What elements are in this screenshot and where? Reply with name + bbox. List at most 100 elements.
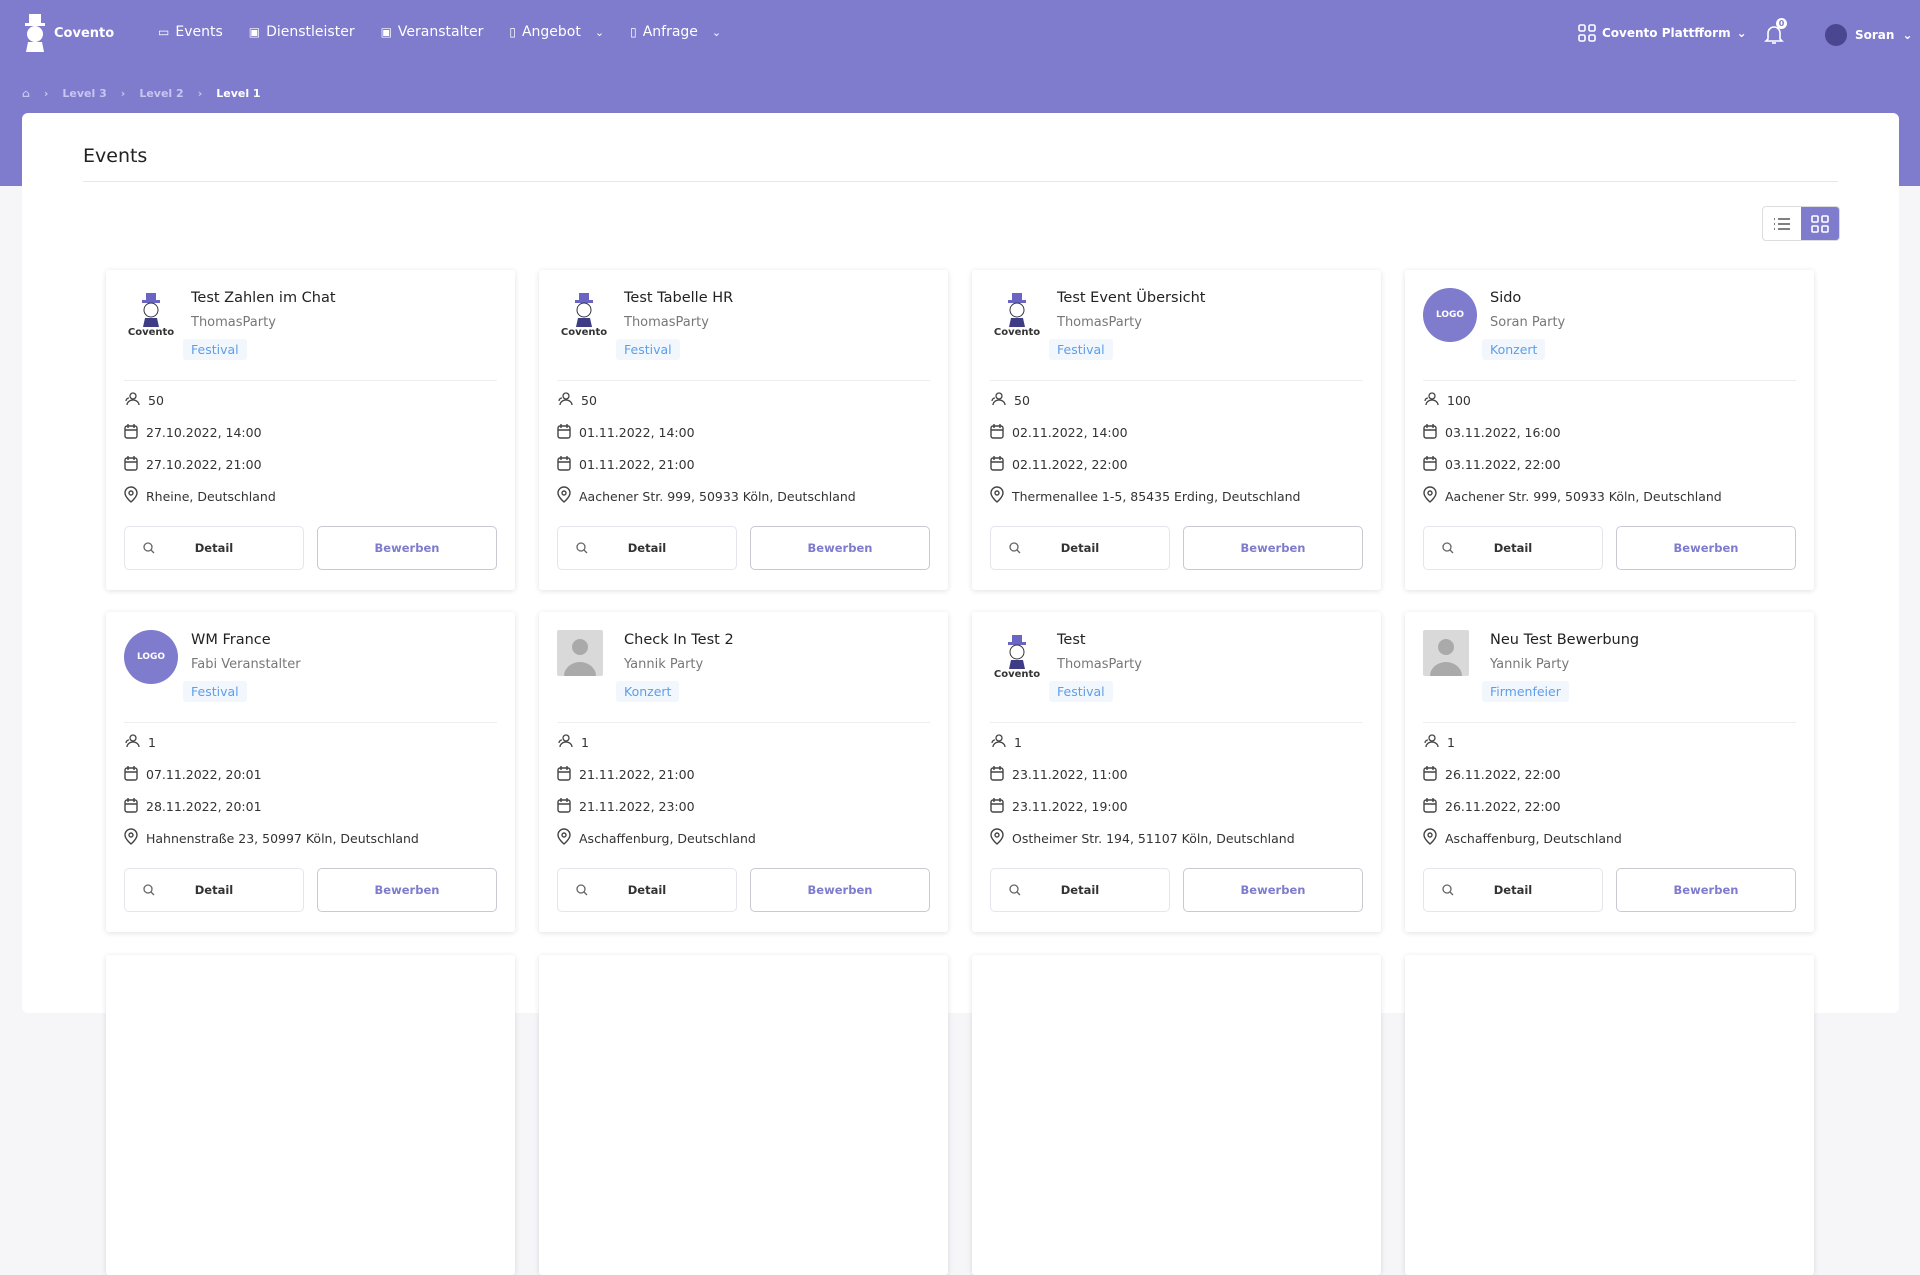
event-organizer: ThomasParty — [191, 315, 276, 330]
detail-button[interactable]: Detail — [1423, 526, 1603, 570]
event-name[interactable]: Neu Test Bewerbung — [1490, 632, 1640, 648]
guest-count: 50 — [581, 393, 597, 408]
notifications-button[interactable]: 0 — [1762, 18, 1787, 49]
divider — [557, 380, 930, 381]
person-icon — [564, 639, 596, 676]
event-card: LOGO Sido Soran Party Konzert 100 03.11.… — [1405, 270, 1814, 590]
start-date: 02.11.2022, 14:00 — [1012, 425, 1128, 440]
calendar-icon — [124, 765, 138, 784]
apply-button[interactable]: Bewerben — [317, 526, 497, 570]
event-location: Aschaffenburg, Deutschland — [1445, 830, 1622, 846]
location-pin-icon — [557, 828, 571, 848]
calendar-icon — [557, 423, 571, 442]
nav-item-angebot[interactable]: ▯ Angebot ⌄ — [509, 24, 605, 40]
user-menu[interactable]: Soran ⌄ — [1825, 24, 1913, 46]
event-location: Aachener Str. 999, 50933 Köln, Deutschla… — [579, 488, 856, 504]
notification-count: 0 — [1776, 18, 1787, 29]
apply-button[interactable]: Bewerben — [750, 526, 930, 570]
guest-count: 1 — [1447, 735, 1455, 750]
guest-count: 100 — [1447, 393, 1471, 408]
apply-button[interactable]: Bewerben — [750, 868, 930, 912]
calendar-icon — [124, 455, 138, 474]
list-view-button[interactable] — [1763, 207, 1801, 240]
platform-switcher[interactable]: Covento Plattfform ⌄ — [1578, 24, 1747, 42]
divider — [83, 181, 1838, 182]
nav-item-veranstalter[interactable]: ▣ Veranstalter — [380, 24, 484, 40]
event-organizer: Yannik Party — [624, 657, 704, 672]
location-pin-icon — [1423, 828, 1437, 848]
brand-logo[interactable]: Covento — [22, 14, 114, 52]
event-logo: LOGO — [1423, 288, 1477, 342]
apply-button[interactable]: Bewerben — [1183, 526, 1363, 570]
apply-button[interactable]: Bewerben — [1616, 868, 1796, 912]
nav-item-dienstleister[interactable]: ▣ Dienstleister — [248, 24, 355, 40]
users-icon — [557, 734, 573, 751]
grid-view-button[interactable] — [1801, 207, 1839, 240]
detail-button[interactable]: Detail — [124, 526, 304, 570]
search-icon — [1009, 542, 1021, 554]
detail-button[interactable]: Detail — [557, 868, 737, 912]
event-location: Aachener Str. 999, 50933 Köln, Deutschla… — [1445, 488, 1722, 504]
event-card — [1405, 955, 1814, 1275]
covento-logo: Covento — [557, 288, 611, 342]
detail-button[interactable]: Detail — [990, 526, 1170, 570]
event-organizer: ThomasParty — [1057, 657, 1142, 672]
event-logo: LOGO — [124, 630, 178, 684]
event-card: Check In Test 2 Yannik Party Konzert 1 2… — [539, 612, 948, 932]
event-name[interactable]: Check In Test 2 — [624, 632, 734, 648]
detail-button[interactable]: Detail — [1423, 868, 1603, 912]
user-name: Soran — [1855, 28, 1895, 42]
event-card: LOGO WM France Fabi Veranstalter Festiva… — [106, 612, 515, 932]
event-location: Thermenallee 1-5, 85435 Erding, Deutschl… — [1012, 488, 1301, 504]
covento-logo: Covento — [124, 288, 178, 342]
detail-button[interactable]: Detail — [990, 868, 1170, 912]
location-pin-icon — [990, 828, 1004, 848]
event-name[interactable]: Test Tabelle HR — [624, 290, 734, 306]
users-icon — [1423, 392, 1439, 409]
event-name[interactable]: Test — [1057, 632, 1086, 648]
event-category-badge: Festival — [183, 681, 247, 702]
calendar-icon — [557, 797, 571, 816]
breadcrumb-level-2[interactable]: Level 2 — [139, 87, 184, 100]
divider — [124, 722, 497, 723]
mascot-icon — [142, 292, 160, 327]
event-name[interactable]: WM France — [191, 632, 271, 648]
guest-count: 1 — [148, 735, 156, 750]
search-icon — [576, 542, 588, 554]
guest-count: 1 — [581, 735, 589, 750]
divider — [1423, 722, 1796, 723]
start-date: 27.10.2022, 14:00 — [146, 425, 262, 440]
calendar-icon — [1423, 797, 1437, 816]
apply-button[interactable]: Bewerben — [317, 868, 497, 912]
detail-button[interactable]: Detail — [124, 868, 304, 912]
nav-item-anfrage[interactable]: ▯ Anfrage ⌄ — [630, 24, 722, 40]
breadcrumb-level-3[interactable]: Level 3 — [62, 87, 107, 100]
event-name[interactable]: Sido — [1490, 290, 1522, 306]
search-icon — [1442, 542, 1454, 554]
event-category-badge: Festival — [1049, 681, 1113, 702]
event-category-badge: Festival — [183, 339, 247, 360]
event-location: Rheine, Deutschland — [146, 488, 276, 504]
chevron-down-icon: ⌄ — [1736, 26, 1747, 40]
end-date: 01.11.2022, 21:00 — [579, 457, 695, 472]
guest-count: 50 — [1014, 393, 1030, 408]
guest-count: 50 — [148, 393, 164, 408]
location-pin-icon — [990, 486, 1004, 506]
divider — [557, 722, 930, 723]
mascot-icon — [25, 14, 45, 52]
event-name[interactable]: Test Event Übersicht — [1057, 290, 1206, 306]
event-name[interactable]: Test Zahlen im Chat — [191, 290, 336, 306]
event-organizer: ThomasParty — [1057, 315, 1142, 330]
location-pin-icon — [124, 828, 138, 848]
nav-item-events[interactable]: ▭ Events — [158, 24, 223, 40]
apply-button[interactable]: Bewerben — [1616, 526, 1796, 570]
users-icon — [557, 392, 573, 409]
detail-button[interactable]: Detail — [557, 526, 737, 570]
home-icon[interactable]: ⌂ — [22, 87, 30, 100]
event-category-badge: Konzert — [1482, 339, 1546, 360]
apply-button[interactable]: Bewerben — [1183, 868, 1363, 912]
page-title: Events — [83, 145, 148, 167]
users-icon — [990, 392, 1006, 409]
search-icon — [576, 884, 588, 896]
search-icon — [1009, 884, 1021, 896]
